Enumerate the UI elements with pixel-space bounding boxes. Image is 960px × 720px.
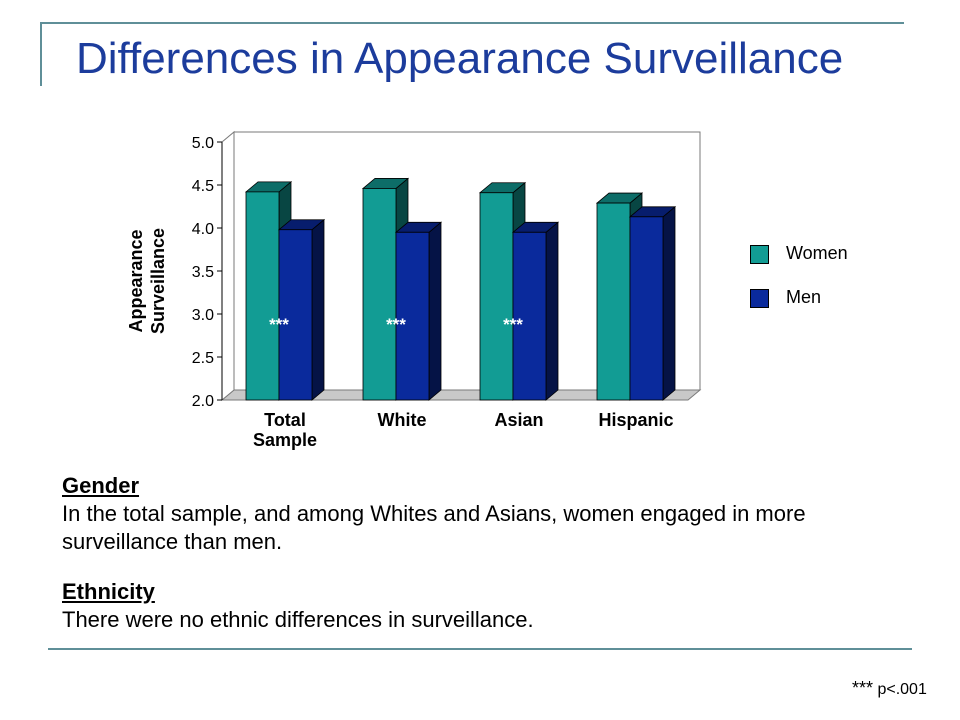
- footnote-text: p<.001: [877, 681, 927, 698]
- y-tick-label: 4.0: [192, 221, 214, 238]
- legend-swatch-men: [750, 289, 769, 308]
- x-category-label: Asian: [494, 410, 543, 430]
- bar-men: [278, 229, 313, 401]
- y-tick-label: 2.5: [192, 350, 214, 367]
- gender-text: In the total sample, and among Whites an…: [62, 501, 806, 554]
- bar-men-side: [311, 218, 325, 401]
- significance-marker: ***: [386, 315, 406, 334]
- ethnicity-heading: Ethnicity: [62, 579, 155, 604]
- y-tick-label: 3.5: [192, 264, 214, 281]
- frame-top-line: [40, 22, 904, 24]
- y-tick-label: 5.0: [192, 135, 214, 152]
- frame-left-line: [40, 22, 42, 86]
- frame-bottom-line: [48, 648, 912, 650]
- y-axis-title: Appearance: [126, 229, 146, 332]
- y-tick-label: 4.5: [192, 178, 214, 195]
- bar-men: [395, 231, 430, 401]
- gender-heading: Gender: [62, 473, 140, 498]
- y-tick-label: 3.0: [192, 307, 214, 324]
- plot-side-wall: [221, 130, 235, 402]
- bar-men: [512, 231, 547, 401]
- significance-marker: ***: [269, 315, 289, 334]
- bar-women: [362, 188, 397, 401]
- legend-swatch-women: [750, 245, 769, 264]
- gender-section: Gender In the total sample, and among Wh…: [62, 472, 822, 556]
- bar-women: [596, 202, 631, 401]
- x-category-label: Sample: [253, 430, 317, 450]
- bar-men-side: [428, 221, 442, 401]
- bar-men-side: [662, 205, 676, 401]
- ethnicity-section: Ethnicity There were no ethnic differenc…: [62, 578, 822, 634]
- slide-title: Differences in Appearance Surveillance: [76, 34, 844, 83]
- x-category-label: Total: [264, 410, 306, 430]
- legend-label-men: Men: [786, 287, 822, 307]
- y-tick-label: 2.0: [192, 393, 214, 410]
- significance-marker: ***: [503, 315, 523, 334]
- bar-women: [245, 191, 280, 401]
- bar-men-side: [545, 221, 559, 401]
- x-category-label: White: [378, 410, 427, 430]
- bar-chart: 2.0 2.5 3.0 3.5 4.0 4.5 5.0 Appearance Surveilla…: [126, 130, 702, 450]
- legend-label-women: Women: [786, 243, 848, 263]
- x-category-label: Hispanic: [598, 410, 673, 430]
- y-axis-title: Surveillance: [148, 228, 168, 334]
- footnote-stars: ***: [852, 678, 874, 698]
- significance-footnote: *** p<.001: [852, 678, 927, 699]
- bar-women: [479, 192, 514, 401]
- ethnicity-text: There were no ethnic differences in surv…: [62, 607, 534, 632]
- bar-men: [629, 216, 664, 401]
